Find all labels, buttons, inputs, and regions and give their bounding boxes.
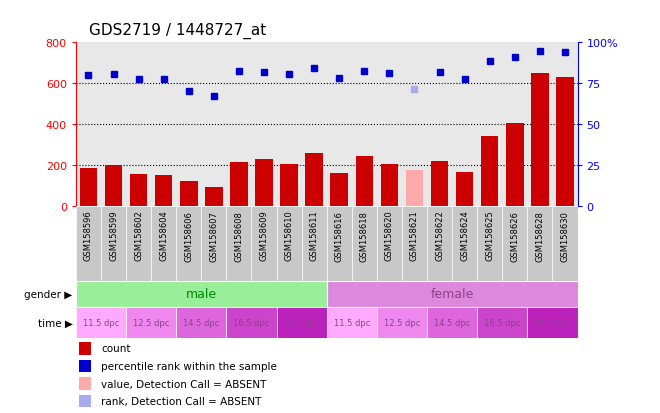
Bar (377, 308, 427, 339)
Bar (406, 171, 423, 206)
Text: GSM158608: GSM158608 (234, 210, 244, 261)
Text: GSM158609: GSM158609 (259, 210, 269, 261)
Bar (302, 206, 327, 281)
Text: 14.5 dpc: 14.5 dpc (434, 319, 471, 328)
Bar (151, 206, 176, 281)
Text: GSM158630: GSM158630 (560, 210, 570, 261)
Bar (79, 377, 91, 390)
Text: GSM158624: GSM158624 (460, 210, 469, 261)
Text: GDS2719 / 1448727_at: GDS2719 / 1448727_at (89, 23, 267, 39)
Text: 11.5 dpc: 11.5 dpc (82, 319, 119, 328)
Bar (226, 206, 251, 281)
Bar (477, 308, 527, 339)
Bar (79, 342, 91, 355)
Bar (155, 176, 172, 206)
Bar (201, 206, 226, 281)
Bar (356, 157, 373, 206)
Text: 16.5 dpc: 16.5 dpc (484, 319, 521, 328)
Bar (180, 182, 197, 206)
Text: GSM158626: GSM158626 (510, 210, 519, 261)
Bar (331, 174, 348, 206)
Text: GSM158602: GSM158602 (134, 210, 143, 261)
Text: GSM158625: GSM158625 (485, 210, 494, 261)
Bar (126, 308, 176, 339)
Bar (402, 206, 427, 281)
Bar (452, 206, 477, 281)
Text: GSM158606: GSM158606 (184, 210, 193, 261)
Bar (126, 206, 151, 281)
Bar (76, 308, 126, 339)
Bar (527, 206, 552, 281)
Bar (251, 206, 277, 281)
Bar (506, 124, 523, 206)
Bar (381, 165, 398, 206)
Text: GSM158621: GSM158621 (410, 210, 419, 261)
Bar (80, 169, 97, 206)
Bar (76, 206, 101, 281)
Bar (205, 187, 222, 206)
Bar (306, 154, 323, 206)
Bar (226, 308, 277, 339)
Text: percentile rank within the sample: percentile rank within the sample (101, 361, 277, 371)
Text: GSM158596: GSM158596 (84, 210, 93, 261)
Bar (502, 206, 527, 281)
Bar (456, 173, 473, 206)
Text: GSM158610: GSM158610 (284, 210, 294, 261)
Text: GSM158628: GSM158628 (535, 210, 544, 261)
Bar (327, 308, 377, 339)
Bar (105, 166, 122, 206)
Bar (176, 308, 226, 339)
Bar (79, 395, 91, 408)
Text: 11.5 dpc: 11.5 dpc (333, 319, 370, 328)
Bar (255, 159, 273, 206)
Bar (352, 206, 377, 281)
Bar (277, 206, 302, 281)
Text: 16.5 dpc: 16.5 dpc (233, 319, 270, 328)
Text: male: male (185, 288, 217, 301)
Bar (531, 74, 548, 206)
Text: 14.5 dpc: 14.5 dpc (183, 319, 220, 328)
Bar (327, 281, 578, 308)
Text: 12.5 dpc: 12.5 dpc (133, 319, 170, 328)
Text: GSM158616: GSM158616 (335, 210, 344, 261)
Text: 18.5 dpc: 18.5 dpc (534, 319, 571, 328)
Bar (79, 360, 91, 373)
Text: rank, Detection Call = ABSENT: rank, Detection Call = ABSENT (101, 396, 261, 406)
Text: 12.5 dpc: 12.5 dpc (383, 319, 420, 328)
Text: GSM158620: GSM158620 (385, 210, 394, 261)
Bar (377, 206, 402, 281)
Text: count: count (101, 344, 131, 354)
Text: gender ▶: gender ▶ (24, 289, 73, 299)
Text: time ▶: time ▶ (38, 318, 73, 328)
Text: value, Detection Call = ABSENT: value, Detection Call = ABSENT (101, 379, 267, 389)
Text: GSM158611: GSM158611 (310, 210, 319, 261)
Bar (327, 206, 352, 281)
Text: GSM158622: GSM158622 (435, 210, 444, 261)
Text: female: female (430, 288, 474, 301)
Bar (176, 206, 201, 281)
Text: 18.5 dpc: 18.5 dpc (283, 319, 320, 328)
Text: GSM158599: GSM158599 (109, 210, 118, 261)
Text: GSM158607: GSM158607 (209, 210, 218, 261)
Bar (427, 308, 477, 339)
Text: GSM158604: GSM158604 (159, 210, 168, 261)
Bar (101, 206, 126, 281)
Bar (427, 206, 452, 281)
Bar (130, 175, 147, 206)
Bar (477, 206, 502, 281)
Text: GSM158618: GSM158618 (360, 210, 369, 261)
Bar (527, 308, 578, 339)
Bar (280, 165, 298, 206)
Bar (76, 281, 327, 308)
Bar (277, 308, 327, 339)
Bar (431, 161, 448, 206)
Bar (481, 137, 498, 206)
Bar (552, 206, 578, 281)
Bar (230, 163, 248, 206)
Bar (556, 78, 574, 206)
